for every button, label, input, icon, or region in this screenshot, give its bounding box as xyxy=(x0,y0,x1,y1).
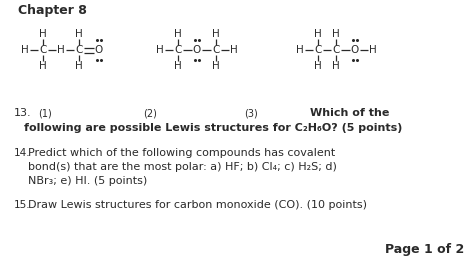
Text: 15.: 15. xyxy=(14,200,31,210)
Text: NBr₃; e) HI. (5 points): NBr₃; e) HI. (5 points) xyxy=(28,176,147,186)
Text: following are possible Lewis structures for C₂H₆O? (5 points): following are possible Lewis structures … xyxy=(24,123,402,133)
Text: H: H xyxy=(212,29,220,39)
Text: C: C xyxy=(332,45,340,55)
Text: C: C xyxy=(174,45,182,55)
Text: Draw Lewis structures for carbon monoxide (CO). (10 points): Draw Lewis structures for carbon monoxid… xyxy=(28,200,367,210)
Text: 14.: 14. xyxy=(14,148,31,158)
Text: H: H xyxy=(314,29,322,39)
Text: H: H xyxy=(39,61,47,71)
Text: H: H xyxy=(174,61,182,71)
Text: Which of the: Which of the xyxy=(310,108,389,118)
Text: H: H xyxy=(230,45,238,55)
Text: H: H xyxy=(75,61,83,71)
Text: C: C xyxy=(314,45,322,55)
Text: C: C xyxy=(39,45,46,55)
Text: H: H xyxy=(332,61,340,71)
Text: C: C xyxy=(75,45,82,55)
Text: bond(s) that are the most polar: a) HF; b) Cl₄; c) H₂S; d): bond(s) that are the most polar: a) HF; … xyxy=(28,162,337,172)
Text: H: H xyxy=(156,45,164,55)
Text: H: H xyxy=(369,45,377,55)
Text: H: H xyxy=(21,45,29,55)
Text: 13.: 13. xyxy=(14,108,32,118)
Text: H: H xyxy=(57,45,65,55)
Text: O: O xyxy=(193,45,201,55)
Text: Chapter 8: Chapter 8 xyxy=(18,4,87,17)
Text: (1): (1) xyxy=(38,108,52,118)
Text: H: H xyxy=(332,29,340,39)
Text: H: H xyxy=(39,29,47,39)
Text: O: O xyxy=(351,45,359,55)
Text: Predict which of the following compounds has covalent: Predict which of the following compounds… xyxy=(28,148,335,158)
Text: H: H xyxy=(296,45,304,55)
Text: C: C xyxy=(212,45,219,55)
Text: (3): (3) xyxy=(244,108,258,118)
Text: H: H xyxy=(314,61,322,71)
Text: (2): (2) xyxy=(143,108,157,118)
Text: O: O xyxy=(95,45,103,55)
Text: H: H xyxy=(75,29,83,39)
Text: H: H xyxy=(174,29,182,39)
Text: H: H xyxy=(212,61,220,71)
Text: Page 1 of 2: Page 1 of 2 xyxy=(385,243,464,256)
